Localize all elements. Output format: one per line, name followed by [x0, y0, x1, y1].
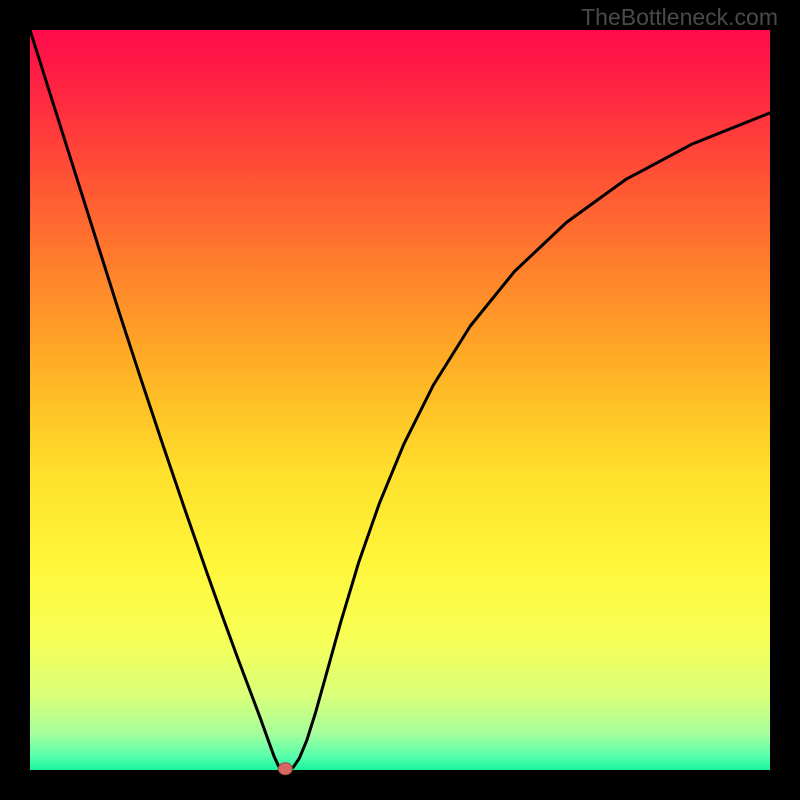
bottleneck-curve: [30, 30, 770, 770]
plot-area: [30, 30, 770, 770]
chart-frame: TheBottleneck.com: [0, 0, 800, 800]
watermark-text: TheBottleneck.com: [581, 4, 778, 31]
min-marker: [278, 763, 292, 775]
curve-layer: [30, 30, 770, 770]
